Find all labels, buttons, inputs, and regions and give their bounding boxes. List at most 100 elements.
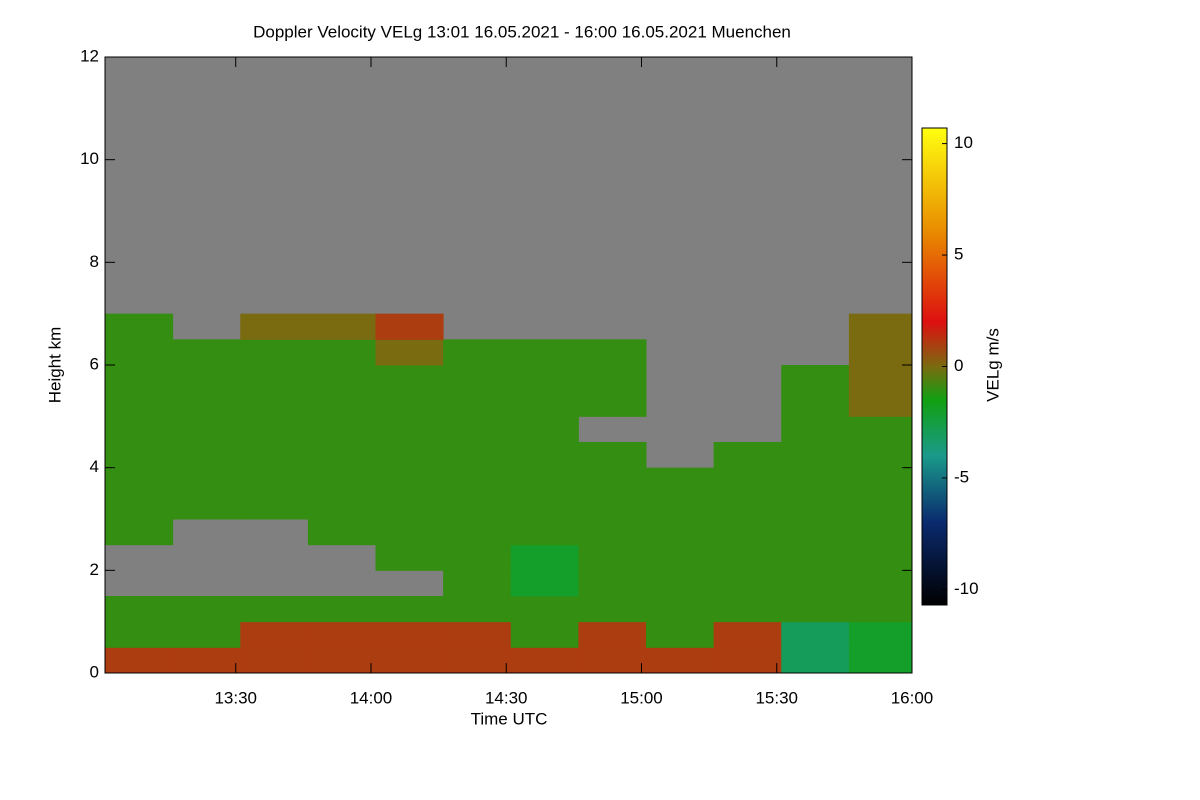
cell [375, 544, 444, 571]
cell [713, 570, 782, 597]
cell [443, 519, 512, 546]
colorbar-tick-label: 10 [954, 133, 973, 152]
colorbar-tick-label: 5 [954, 245, 963, 264]
cell [781, 621, 850, 648]
cell [375, 467, 444, 494]
x-tick-label: 16:00 [891, 688, 934, 707]
cell [375, 621, 444, 648]
cell [105, 416, 174, 443]
cell [781, 365, 850, 392]
x-tick-label: 15:00 [620, 688, 663, 707]
cell [375, 442, 444, 469]
cell [781, 570, 850, 597]
cell [510, 519, 579, 546]
cell [443, 621, 512, 648]
cell [848, 365, 913, 392]
cell [105, 467, 174, 494]
cell [713, 647, 782, 674]
x-axis-label: Time UTC [471, 709, 548, 728]
cell [848, 416, 913, 443]
cell [172, 467, 241, 494]
colorbar-tick-label: -5 [954, 467, 969, 486]
cell [307, 647, 377, 674]
cell [240, 467, 309, 494]
colorbar-label: VELg m/s [983, 328, 1002, 402]
cell [510, 544, 579, 571]
y-axis-label: Height km [45, 327, 64, 404]
cell [105, 621, 174, 648]
cell [713, 621, 782, 648]
cell [105, 390, 174, 417]
cell [105, 493, 174, 520]
cell [510, 442, 579, 469]
cell [307, 493, 377, 520]
cell [443, 390, 512, 417]
cell [375, 647, 444, 674]
cell [240, 493, 309, 520]
cell [443, 647, 512, 674]
cell [646, 647, 715, 674]
cell [105, 442, 174, 469]
cell [375, 390, 444, 417]
x-tick-label: 13:30 [214, 688, 257, 707]
cell [781, 416, 850, 443]
cell [307, 339, 377, 366]
cell [713, 519, 782, 546]
cell [172, 339, 241, 366]
cell [848, 596, 913, 623]
cell [105, 365, 174, 392]
cell [578, 365, 647, 392]
cell [307, 467, 377, 494]
cell [443, 416, 512, 443]
y-tick-label: 6 [90, 354, 99, 373]
cell [578, 390, 647, 417]
cell [240, 339, 309, 366]
cell [781, 390, 850, 417]
cell [713, 596, 782, 623]
cell [172, 493, 241, 520]
cell [307, 621, 377, 648]
cell [848, 313, 913, 340]
cell [578, 621, 647, 648]
cell [510, 493, 579, 520]
cell [240, 647, 309, 674]
cell [713, 467, 782, 494]
cell [443, 442, 512, 469]
y-tick-label: 12 [80, 46, 99, 65]
cell [105, 339, 174, 366]
colorbar-tick-label: -10 [954, 579, 979, 598]
cell [105, 519, 174, 546]
cell [848, 621, 913, 648]
cell [646, 570, 715, 597]
cell [578, 544, 647, 571]
cell [172, 365, 241, 392]
cell [443, 339, 512, 366]
y-tick-label: 10 [80, 149, 99, 168]
cell [646, 544, 715, 571]
cell [781, 493, 850, 520]
cell [578, 339, 647, 366]
cell [105, 647, 174, 674]
cell [713, 544, 782, 571]
cell [307, 365, 377, 392]
cell [172, 442, 241, 469]
cell [375, 493, 444, 520]
cell [848, 339, 913, 366]
cell [172, 596, 241, 623]
cell [781, 647, 850, 674]
cell [646, 596, 715, 623]
cell [172, 416, 241, 443]
cell [240, 390, 309, 417]
cell [848, 467, 913, 494]
cell [307, 596, 377, 623]
cell [510, 570, 579, 597]
cell [443, 493, 512, 520]
cell [240, 621, 309, 648]
y-tick-label: 4 [90, 457, 99, 476]
y-tick-label: 0 [90, 662, 99, 681]
cell [578, 596, 647, 623]
y-tick-label: 8 [90, 252, 99, 271]
cell [307, 390, 377, 417]
cell [172, 647, 241, 674]
